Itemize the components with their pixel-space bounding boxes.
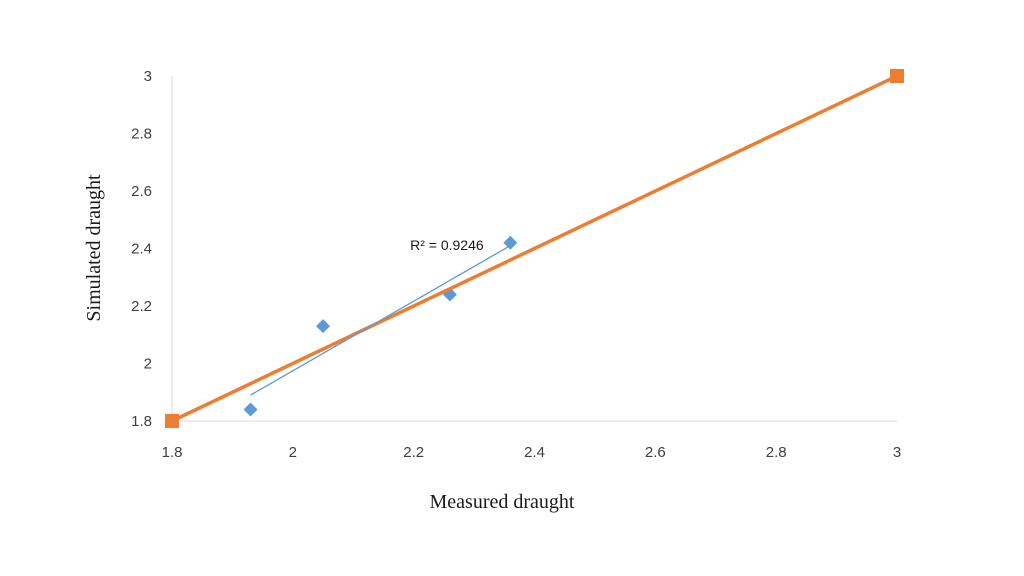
x-tick-labels: 1.8 2 2.2 2.4 2.6 2.8 3 xyxy=(162,444,902,461)
x-tick-label: 2.2 xyxy=(403,444,424,461)
diamond-marker xyxy=(316,319,331,334)
x-tick-label: 3 xyxy=(893,444,901,461)
y-tick-label: 1.8 xyxy=(131,413,152,430)
y-tick-labels: 1.8 2 2.2 2.4 2.6 2.8 3 xyxy=(131,68,152,430)
x-tick-label: 2.8 xyxy=(766,444,787,461)
y-tick-label: 2.6 xyxy=(131,183,152,200)
x-axis-title: Measured draught xyxy=(430,491,575,513)
square-marker xyxy=(890,69,904,83)
y-tick-label: 3 xyxy=(144,68,152,85)
axes xyxy=(171,76,897,422)
x-tick-label: 2 xyxy=(289,444,297,461)
trendline xyxy=(250,245,511,396)
y-tick-label: 2.2 xyxy=(131,298,152,315)
x-tick-label: 1.8 xyxy=(162,444,183,461)
diamond-marker xyxy=(243,402,258,417)
y-tick-label: 2 xyxy=(144,356,152,373)
series-layer xyxy=(165,69,904,428)
x-tick-label: 2.6 xyxy=(645,444,666,461)
y-tick-label: 2.4 xyxy=(131,241,152,258)
trendline-annotation: R² = 0.9246 xyxy=(410,237,484,253)
x-tick-label: 2.4 xyxy=(524,444,545,461)
square-marker xyxy=(165,414,179,428)
y-tick-label: 2.8 xyxy=(131,126,152,143)
one-to-one-line xyxy=(171,74,898,423)
y-axis-title: Simulated draught xyxy=(83,174,105,322)
diamond-marker xyxy=(503,235,518,250)
